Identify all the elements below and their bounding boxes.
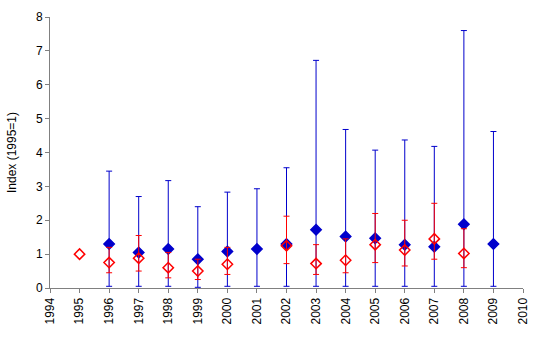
svg-text:2002: 2002 <box>279 297 293 324</box>
svg-text:1998: 1998 <box>161 297 175 324</box>
svg-text:1994: 1994 <box>43 297 57 324</box>
svg-text:2009: 2009 <box>486 297 500 324</box>
svg-text:1996: 1996 <box>102 297 116 324</box>
svg-text:0: 0 <box>36 281 43 295</box>
svg-text:5: 5 <box>36 112 43 126</box>
svg-text:8: 8 <box>36 10 43 24</box>
svg-text:2000: 2000 <box>220 297 234 324</box>
svg-text:1999: 1999 <box>191 297 205 324</box>
svg-text:1997: 1997 <box>132 297 146 324</box>
svg-text:2004: 2004 <box>339 297 353 324</box>
svg-text:2008: 2008 <box>457 297 471 324</box>
svg-text:2007: 2007 <box>427 297 441 324</box>
svg-text:2005: 2005 <box>368 297 382 324</box>
svg-text:1995: 1995 <box>72 297 86 324</box>
svg-text:4: 4 <box>36 146 43 160</box>
svg-text:1: 1 <box>36 247 43 261</box>
svg-text:2006: 2006 <box>398 297 412 324</box>
svg-text:2: 2 <box>36 213 43 227</box>
svg-text:2003: 2003 <box>309 297 323 324</box>
svg-text:2010: 2010 <box>516 297 530 324</box>
svg-text:Index (1995=1): Index (1995=1) <box>5 112 19 193</box>
svg-text:3: 3 <box>36 180 43 194</box>
svg-text:2001: 2001 <box>250 297 264 324</box>
svg-text:6: 6 <box>36 78 43 92</box>
svg-text:7: 7 <box>36 44 43 58</box>
